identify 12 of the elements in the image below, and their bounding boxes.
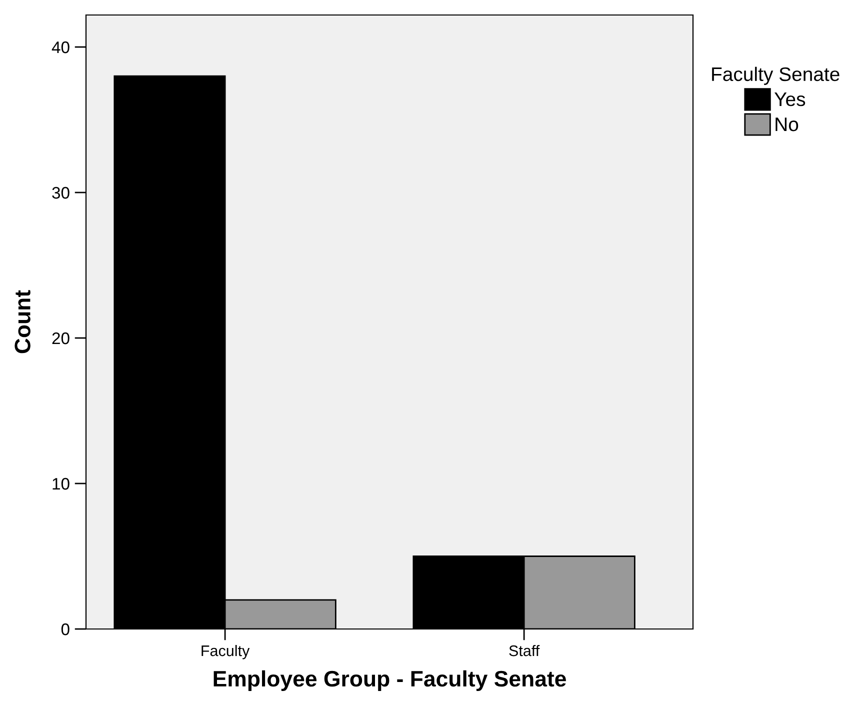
x-tick-label: Staff [509,644,540,656]
y-tick-label: 10 [52,478,70,490]
legend-label: No [776,118,798,132]
legend-title: Faculty Senate [712,66,840,85]
y-axis-title: Count [14,290,30,354]
y-tick-label: 0 [61,623,70,636]
y-tick-label: 20 [52,332,70,344]
x-axis-title: Employee Group - Faculty Senate [214,670,566,692]
y-tick-label: 40 [52,41,70,54]
x-tick-label: Faculty [202,644,250,660]
legend-label: Yes [774,92,806,106]
y-tick-label: 30 [52,186,70,199]
